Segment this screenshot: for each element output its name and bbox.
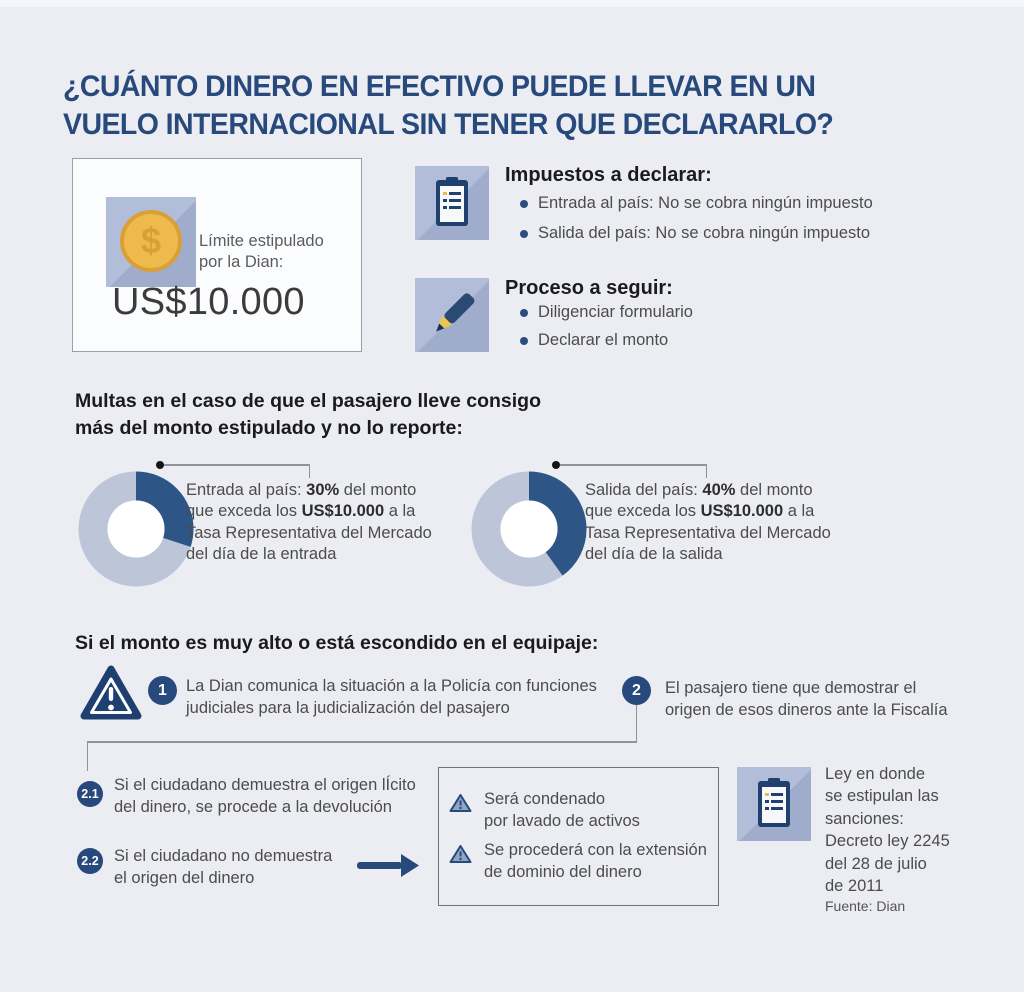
entry-donut-chart — [78, 471, 194, 587]
step-2-1-line2: del dinero, se procede a la devolución — [114, 797, 392, 816]
law-note-line: de 2011 — [825, 877, 884, 896]
exit-callout-stub — [705, 464, 707, 478]
page-title-line1: ¿CUÁNTO DINERO EN EFECTIVO PUEDE LLEVAR … — [63, 70, 816, 103]
step-2-line2: origen de esos dineros ante la Fiscalía — [665, 700, 948, 719]
bullet-dot — [520, 230, 528, 238]
law-note-line: se estipulan las — [825, 787, 939, 806]
bullet-dot — [520, 309, 528, 317]
limit-card: $ Límite estipulado por la Dian: US$10.0… — [72, 158, 362, 352]
entry-callout-dot — [156, 461, 164, 469]
exit-fine-amount: US$10.000 — [700, 502, 784, 521]
step-2-text: El pasajero tiene que demostrar el orige… — [665, 678, 948, 722]
fines-heading-line1: Multas en el caso de que el pasajero lle… — [75, 390, 542, 412]
exit-callout-line — [560, 464, 707, 466]
clipboard-icon — [436, 177, 468, 226]
process-bullet-2-text: Declarar el monto — [538, 331, 669, 349]
taxes-heading: Impuestos a declarar: — [505, 164, 712, 186]
entry-fine-percent: 30% — [306, 481, 340, 499]
sanction-2-line2: de dominio del dinero — [484, 862, 642, 881]
taxes-bullet-1-text: Entrada al país: No se cobra ningún impu… — [538, 194, 873, 212]
arrow-right-icon — [357, 854, 419, 877]
limit-label: Límite estipulado por la Dian: — [199, 231, 324, 273]
step-2-1-line1: Si el ciudadano demuestra el origen lÍci… — [114, 776, 416, 794]
exit-fine-percent: 40% — [702, 481, 736, 499]
limit-label-line2: por la Dian: — [199, 253, 284, 272]
law-note-line: sanciones: — [825, 809, 904, 828]
process-heading: Proceso a seguir: — [505, 277, 673, 299]
entry-callout-line — [164, 464, 310, 466]
alert-triangle-icon — [80, 665, 142, 720]
sanction-1-text: Será condenado por lavado de activos — [484, 789, 640, 833]
clipboard-icon — [758, 778, 790, 827]
step-1-line1: La Dian comunica la situación a la Polic… — [186, 677, 597, 695]
law-note-line: Ley en donde — [825, 765, 926, 783]
step-1-badge: 1 — [148, 676, 177, 705]
entry-fine-suffix: a la Tasa Representativa del Mercado del… — [186, 502, 432, 564]
dollar-coin-tile: $ — [106, 197, 196, 287]
entry-fine-text: Entrada al país: 30% del monto que exced… — [186, 480, 440, 566]
exit-fine-suffix: a la Tasa Representativa del Mercado del… — [585, 502, 831, 564]
source-text: Fuente: Dian — [825, 898, 906, 914]
step-2-badge: 2 — [622, 676, 651, 705]
warning-triangle-icon — [449, 794, 472, 812]
fines-heading: Multas en el caso de que el pasajero lle… — [75, 388, 541, 442]
page-title-line2: VUELO INTERNACIONAL SIN TENER QUE DECLAR… — [63, 108, 834, 142]
entry-fine-prefix: Entrada al país: — [186, 481, 307, 499]
law-note-line: Decreto ley 2245 — [825, 832, 950, 851]
exit-fine-prefix: Salida del país: — [585, 481, 703, 499]
taxes-bullet-2: Salida del país: No se cobra ningún impu… — [520, 224, 870, 243]
process-bullet-1: Diligenciar formulario — [520, 303, 693, 322]
step-2-2-text: Si el ciudadano no demuestra el origen d… — [114, 846, 332, 890]
limit-amount: US$10.000 — [112, 281, 305, 323]
step-2-line1: El pasajero tiene que demostrar el — [665, 679, 917, 697]
bullet-dot — [520, 337, 528, 345]
entry-fine-mid: del monto que exceda los — [186, 481, 417, 521]
dollar-coin-icon: $ — [120, 210, 182, 272]
entry-fine-amount: US$10.000 — [301, 502, 385, 521]
exit-fine-mid: del monto que exceda los — [585, 481, 813, 521]
sanctions-box — [438, 767, 719, 906]
exit-donut-chart — [471, 471, 587, 587]
pencil-tile-process — [415, 278, 489, 352]
step-connector-across — [86, 741, 637, 743]
step-1-line2: judiciales para la judicialización del p… — [186, 698, 510, 717]
step-2-2-line1: Si el ciudadano no demuestra — [114, 847, 333, 865]
exit-fine-text: Salida del país: 40% del monto que exced… — [585, 480, 839, 566]
taxes-bullet-1: Entrada al país: No se cobra ningún impu… — [520, 194, 873, 213]
step-connector-down — [635, 705, 637, 742]
warning-triangle-icon — [449, 845, 472, 863]
limit-label-line1: Límite estipulado — [199, 232, 324, 250]
top-strip — [0, 0, 1024, 7]
step-1-text: La Dian comunica la situación a la Polic… — [186, 676, 597, 720]
sanction-2-text: Se procederá con la extensión de dominio… — [484, 840, 707, 884]
steps-heading: Si el monto es muy alto o está escondido… — [75, 632, 599, 654]
step-2-1-badge: 2.1 — [77, 781, 103, 807]
process-bullet-2: Declarar el monto — [520, 331, 668, 350]
bullet-dot — [520, 200, 528, 208]
sanction-1-line1: Será condenado — [484, 790, 606, 808]
law-note-text: Ley en donde se estipulan las sanciones:… — [825, 763, 950, 898]
clipboard-tile-law — [737, 767, 811, 841]
step-2-1-text: Si el ciudadano demuestra el origen lÍci… — [114, 775, 416, 819]
law-note-line: del 28 de julio — [825, 854, 927, 873]
step-2-2-line2: el origen del dinero — [114, 868, 255, 887]
fines-heading-line2: más del monto estipulado y no lo reporte… — [75, 416, 463, 439]
sanction-1-line2: por lavado de activos — [484, 811, 640, 830]
exit-callout-dot — [552, 461, 560, 469]
entry-callout-stub — [308, 464, 310, 478]
taxes-bullet-2-text: Salida del país: No se cobra ningún impu… — [538, 224, 871, 242]
clipboard-tile-taxes — [415, 166, 489, 240]
step-connector-drop — [86, 741, 88, 771]
sanction-2-line1: Se procederá con la extensión — [484, 841, 707, 859]
step-2-2-badge: 2.2 — [77, 848, 103, 874]
pencil-icon — [436, 293, 475, 332]
process-bullet-1-text: Diligenciar formulario — [538, 303, 693, 321]
page-title: ¿CUÁNTO DINERO EN EFECTIVO PUEDE LLEVAR … — [63, 68, 834, 144]
